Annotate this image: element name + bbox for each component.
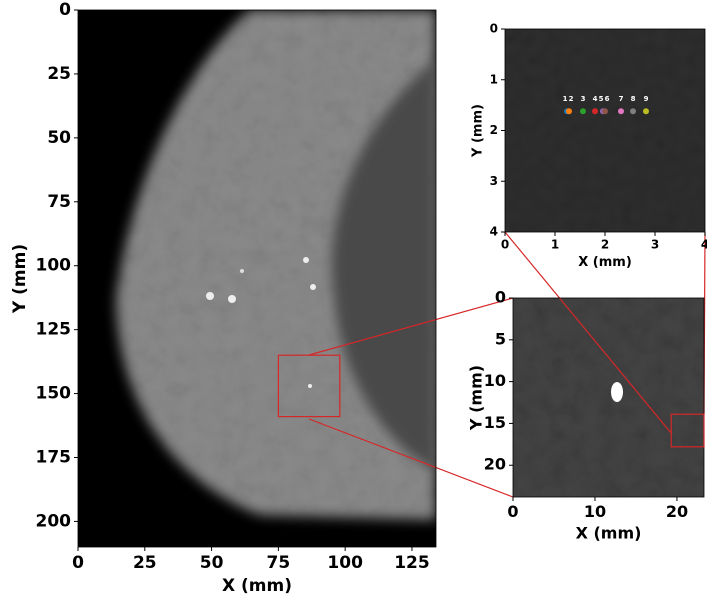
x-axis-label: X (mm) <box>576 524 642 543</box>
y-tick-label: 0 <box>490 22 498 36</box>
point-label: 6 <box>605 95 610 103</box>
x-axis-label: X (mm) <box>222 576 292 594</box>
y-tick-label: 75 <box>47 192 71 212</box>
point <box>630 108 636 114</box>
y-tick-label: 5 <box>495 329 506 348</box>
y-tick-label: 125 <box>36 320 72 340</box>
x-tick-label: 3 <box>651 238 659 252</box>
x-tick-label: 0 <box>501 238 509 252</box>
point <box>618 108 624 114</box>
x-axis-label: X (mm) <box>578 255 632 270</box>
y-tick-label: 2 <box>490 123 498 137</box>
y-tick-label: 10 <box>484 371 506 390</box>
y-tick-label: 200 <box>36 511 72 531</box>
y-axis-label: Y (mm) <box>10 244 30 314</box>
zoom-image <box>513 298 704 497</box>
x-tick-label: 10 <box>584 502 606 521</box>
x-tick-label: 125 <box>394 553 430 573</box>
inset-image <box>505 29 705 232</box>
figure: 02550751001250255075100125150175200X (mm… <box>0 0 707 594</box>
point-label: 5 <box>599 95 604 103</box>
x-tick-label: 100 <box>327 553 363 573</box>
mammogram-image <box>78 10 436 547</box>
y-tick-label: 20 <box>484 455 506 474</box>
x-tick-label: 75 <box>267 553 291 573</box>
x-tick-label: 1 <box>551 238 559 252</box>
point <box>643 108 649 114</box>
x-tick-label: 20 <box>666 502 688 521</box>
y-tick-label: 50 <box>47 128 71 148</box>
point-label: 8 <box>631 95 636 103</box>
x-tick-label: 0 <box>507 502 518 521</box>
y-tick-label: 25 <box>47 64 71 84</box>
point <box>602 108 608 114</box>
y-tick-label: 150 <box>36 384 72 404</box>
y-tick-label: 15 <box>484 413 506 432</box>
x-tick-label: 4 <box>701 238 707 252</box>
x-tick-label: 0 <box>72 553 84 573</box>
point-label: 3 <box>581 95 586 103</box>
x-tick-label: 25 <box>133 553 157 573</box>
y-tick-label: 175 <box>36 448 72 468</box>
x-tick-label: 2 <box>601 238 609 252</box>
point <box>580 108 586 114</box>
y-tick-label: 3 <box>490 174 498 188</box>
y-tick-label: 1 <box>490 72 498 86</box>
y-axis-label: Y (mm) <box>467 365 486 431</box>
point <box>592 108 598 114</box>
y-tick-label: 100 <box>36 256 72 276</box>
point-label: 7 <box>619 95 624 103</box>
x-tick-label: 50 <box>200 553 224 573</box>
y-axis-label: Y (mm) <box>471 104 486 158</box>
point-label: 2 <box>569 95 574 103</box>
point <box>566 108 572 114</box>
point-label: 9 <box>644 95 649 103</box>
y-tick-label: 0 <box>59 0 71 20</box>
point-label: 4 <box>593 95 598 103</box>
y-tick-label: 4 <box>490 225 498 239</box>
point-label: 1 <box>563 95 568 103</box>
y-tick-label: 0 <box>495 288 506 307</box>
